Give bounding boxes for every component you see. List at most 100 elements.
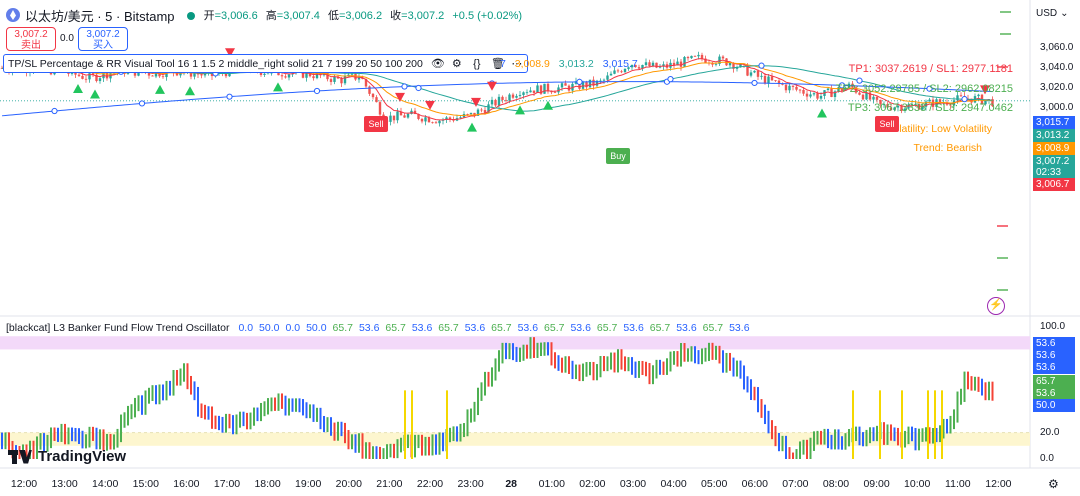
oscillator-bar [179,368,182,386]
ethereum-icon [6,8,20,22]
oscillator-bar [435,434,437,455]
oscillator-bar [624,356,626,372]
oscillator-bar [956,391,959,423]
oscillator-bar [172,369,175,396]
indicator-legend-tpsl[interactable]: TP/SL Percentage & RR Visual Tool 16 1 1… [3,54,528,73]
candle-body [266,73,270,75]
oscillator-bar [907,426,910,445]
currency-selector[interactable]: USD [1036,8,1069,19]
oscillator-value: 53.6 [411,322,433,334]
candle-body [151,75,154,77]
oscillator-bar [130,404,133,420]
sell-signal-label[interactable]: Sell [875,116,899,132]
time-tick-label: 18:00 [254,478,281,490]
candle-body [361,77,364,80]
candle-body [543,83,546,94]
open-value: =3,006.6 [214,10,258,22]
oscillator-bar [953,409,955,430]
oscillator-bar [697,350,700,365]
oscillator-bar [60,423,63,442]
candle-body [567,85,571,91]
candle-body [886,104,889,108]
oscillator-bar [176,369,178,386]
oscillator-value: 65.7 [385,322,406,334]
candle-body [560,83,564,88]
candle-body [984,100,987,105]
oscillator-bar [809,437,812,459]
buy-button[interactable]: 3,007.2 买入 [78,27,128,51]
low-value: =3,006.2 [338,10,383,22]
oscillator-bar [18,446,21,459]
time-tick-label: 17:00 [213,478,241,490]
oscillator-bar [799,441,801,459]
oscillator-bar [949,415,952,434]
candle-body [959,95,963,97]
candle-body [956,95,959,101]
symbol-title[interactable]: 以太坊/美元 · 5 · Bitstamp [25,8,175,24]
oscillator-bar [991,381,994,401]
candle-body [630,64,634,68]
ma-marker [313,87,321,95]
settings-icon[interactable]: ⚙ [451,58,462,70]
oscillator-bar [743,365,745,390]
eye-icon[interactable]: 👁 [430,58,445,70]
lightning-icon[interactable]: ⚡ [987,297,1005,315]
sell-price: 3,007.2 [14,29,48,40]
oscillator-bar [820,430,822,445]
volatility-label: Volatility: Low Volatility [886,123,992,135]
candle-body [644,62,648,65]
candle-body [651,62,655,67]
oscillator-bar [620,349,623,370]
more-icon[interactable]: ⋯ [511,58,523,70]
candle-body [861,94,865,100]
indicator-legend-oscillator[interactable]: [blackcat] L3 Banker Fund Flow Trend Osc… [6,322,750,334]
oscillator-bar [767,410,770,434]
candle-body [637,67,641,69]
candle-body [95,74,98,82]
indicator-title[interactable]: TP/SL Percentage & RR Visual Tool 16 1 1… [8,57,423,70]
price-tag: 3,006.7 [1033,178,1075,191]
oscillator-bar [750,379,752,400]
candle-body [648,62,651,67]
sell-signal-triangle [425,100,435,110]
candle-body [921,106,924,110]
candle-body [196,73,200,75]
oscillator-value: 65.7 [544,322,565,334]
oscillator-title[interactable]: [blackcat] L3 Banker Fund Flow Trend Osc… [6,322,230,334]
candle-body [578,81,581,89]
oscillator-bar [974,376,976,391]
oscillator-bar [330,417,332,436]
oscillator-bar [46,434,49,452]
buy-signal-label[interactable]: Buy [606,148,630,164]
oscillator-bar [536,342,539,358]
candle-body [371,93,375,98]
oscillator-tag: 53.6 [1033,361,1075,374]
candle-body [490,99,494,105]
oscillator-bar [113,434,115,450]
oscillator-bar [57,427,59,442]
candle-body [588,79,592,88]
delete-icon[interactable]: 🗑 [490,58,505,70]
candle-body [329,79,333,82]
oscillator-bar [158,384,161,405]
candle-body [770,76,774,81]
sell-signal-label[interactable]: Sell [364,116,388,132]
candle-body [81,75,84,79]
gear-icon[interactable]: ⚙ [1048,477,1059,491]
sell-button[interactable]: 3,007.2 卖出 [6,27,56,51]
price-tick-label: 3,060.0 [1040,42,1074,53]
oscillator-bar [141,395,143,415]
oscillator-signal-bar [927,390,929,459]
oscillator-bar [571,360,574,380]
candle-body [375,97,378,103]
oscillator-bar [848,429,850,447]
time-tick-label: 07:00 [782,478,809,490]
tp3-sl3-label: TP3: 3067.3338 / SL3: 2947.0462 [847,102,1013,114]
oscillator-value: 53.6 [729,322,750,334]
oscillator-bar [886,424,889,445]
oscillator-tick-label: 0.0 [1040,453,1054,464]
symbol-header: 以太坊/美元 · 5 · Bitstamp 开=3,006.6 高=3,007.… [0,0,522,30]
source-code-icon[interactable]: {} [473,57,481,70]
candle-body [746,64,749,76]
